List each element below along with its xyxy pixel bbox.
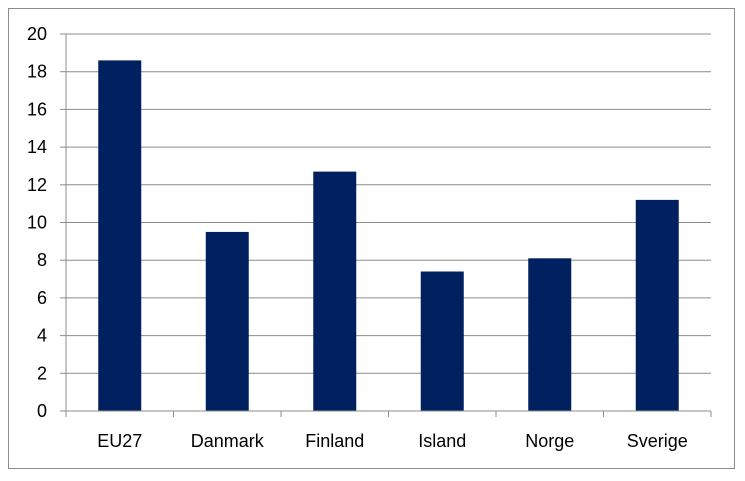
y-tick-label: 0 xyxy=(37,401,47,421)
tick-labels: 0 2 4 6 8 10 12 14 16 18 20 EU27 Danmark Finland Islan… xyxy=(27,24,688,451)
y-tick-label: 14 xyxy=(27,137,47,157)
x-tick-label: Sverige xyxy=(627,431,688,451)
bar-island xyxy=(420,271,464,411)
x-tick-label: EU27 xyxy=(97,431,142,451)
x-tick-label: Finland xyxy=(305,431,364,451)
y-tick-label: 6 xyxy=(37,288,47,308)
x-tick-label: Island xyxy=(418,431,466,451)
x-tick-label: Norge xyxy=(525,431,574,451)
y-tick-label: 16 xyxy=(27,99,47,119)
bar-sverige xyxy=(635,199,679,411)
bar-eu27 xyxy=(98,60,142,411)
y-tick-label: 4 xyxy=(37,326,47,346)
y-tick-label: 8 xyxy=(37,250,47,270)
gridlines xyxy=(66,33,711,374)
y-tick-label: 18 xyxy=(27,62,47,82)
y-tick-label: 12 xyxy=(27,175,47,195)
y-tick-label: 20 xyxy=(27,24,47,44)
axes xyxy=(60,33,712,417)
y-tick-label: 10 xyxy=(27,213,47,233)
bar-norge xyxy=(528,258,572,411)
bars xyxy=(98,60,679,411)
x-tick-label: Danmark xyxy=(191,431,265,451)
bar-danmark xyxy=(205,231,249,411)
y-tick-label: 2 xyxy=(37,363,47,383)
bar-finland xyxy=(313,171,357,411)
